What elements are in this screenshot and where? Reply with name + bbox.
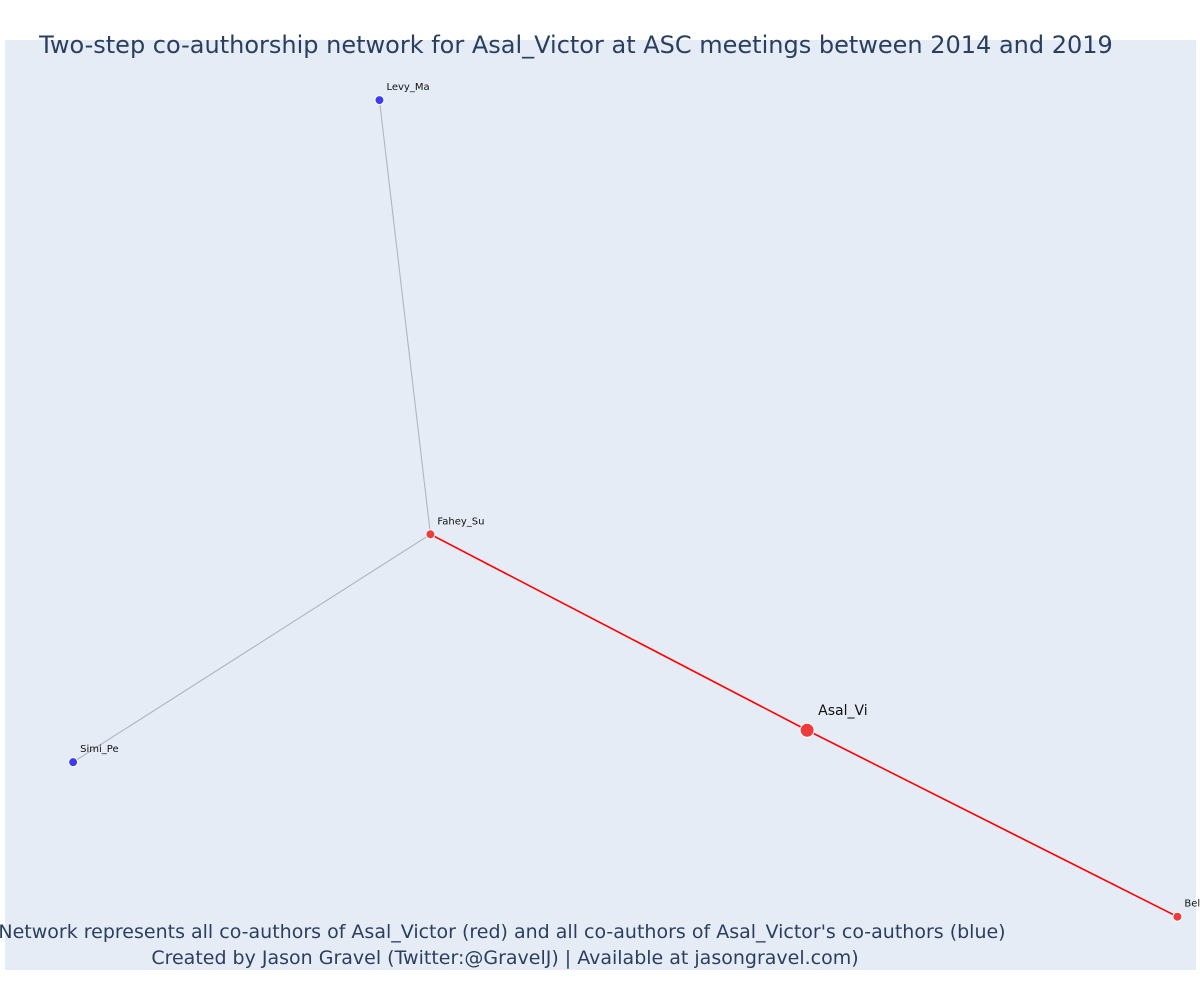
node-label-Bellandi_Ro: Bellandi_Ro — [1184, 899, 1200, 910]
edge-Fahey_Su-Levy_Ma — [378, 100, 431, 535]
edges-layer — [72, 100, 1178, 918]
edge-Asal_Vi-Fahey_Su — [430, 533, 808, 731]
caption-line-1: Network represents all co-authors of Asa… — [0, 921, 1006, 943]
node-label-Simi_Pe: Simi_Pe — [80, 744, 118, 755]
plot-background — [5, 40, 1196, 970]
node-Simi_Pe[interactable] — [68, 757, 79, 768]
nodes-layer — [68, 95, 1183, 922]
labels-layer: Asal_Vi Fahey_Su Bellandi_Ro Levy_Ma Simi_Pe — [80, 82, 1200, 910]
node-label-Fahey_Su: Fahey_Su — [437, 516, 484, 527]
node-label-Asal_Vi: Asal_Vi — [818, 703, 868, 719]
edge-Fahey_Su-Simi_Pe — [72, 533, 431, 763]
edge-Asal_Vi-Bellandi_Ro — [806, 729, 1178, 918]
caption-line-2: Created by Jason Gravel (Twitter:@Gravel… — [151, 947, 858, 969]
node-Asal_Vi[interactable] — [799, 722, 815, 738]
node-Bellandi_Ro[interactable] — [1172, 911, 1183, 922]
node-Levy_Ma[interactable] — [374, 95, 385, 106]
node-Fahey_Su[interactable] — [425, 529, 436, 540]
node-label-Levy_Ma: Levy_Ma — [386, 82, 429, 93]
chart-title: Two-step co-authorship network for Asal_… — [38, 31, 1113, 59]
